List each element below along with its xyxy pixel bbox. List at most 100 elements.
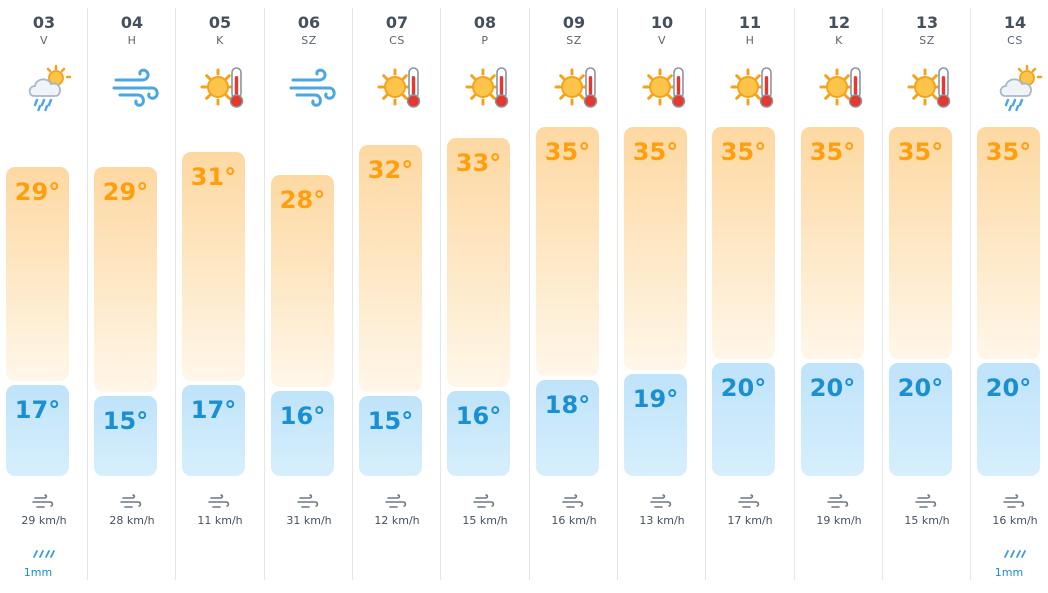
day-date: 03 — [32, 13, 56, 32]
high-temp-bar: 32° — [359, 145, 422, 392]
day-column[interactable]: 11 H 35° 20° 17 km/h — [705, 0, 794, 580]
column-divider — [705, 8, 706, 580]
high-temp-bar: 35° — [624, 127, 687, 370]
low-temp-bar: 16° — [447, 391, 510, 476]
day-column[interactable]: 08 P 33° 16° 15 km/h — [440, 0, 529, 580]
day-of-week: SZ — [919, 34, 935, 47]
column-divider — [529, 8, 530, 580]
wind-icon — [120, 494, 144, 510]
high-temp-bar: 35° — [712, 127, 775, 359]
column-divider — [175, 8, 176, 580]
day-column[interactable]: 12 K 35° 20° 19 km/h — [794, 0, 883, 580]
day-column[interactable]: 09 SZ 35° 18° 16 km/h — [529, 0, 618, 580]
wind-icon — [1003, 494, 1027, 510]
wind-speed: 17 km/h — [727, 514, 773, 527]
high-temp-bar: 35° — [977, 127, 1040, 359]
high-temp-bar: 35° — [536, 127, 599, 376]
day-of-week: H — [745, 34, 755, 47]
low-temp: 17° — [190, 396, 237, 424]
column-divider — [440, 8, 441, 580]
wind-icon — [650, 494, 674, 510]
day-of-week: CS — [1007, 34, 1023, 47]
day-of-week: SZ — [301, 34, 317, 47]
high-temp: 35° — [632, 138, 679, 166]
high-temp: 35° — [897, 138, 944, 166]
high-temp: 32° — [367, 156, 414, 184]
day-date: 08 — [473, 13, 497, 32]
wind-icon — [562, 494, 586, 510]
wind-icon — [827, 494, 851, 510]
wind-icon — [297, 494, 321, 510]
low-temp-bar: 15° — [94, 396, 157, 476]
low-temp: 17° — [14, 396, 61, 424]
column-divider — [264, 8, 265, 580]
day-date: 12 — [827, 13, 851, 32]
wind-icon — [385, 494, 409, 510]
precipitation-amount: 1mm — [23, 566, 53, 579]
high-temp: 29° — [102, 178, 149, 206]
sun-thermometer-icon — [730, 64, 778, 112]
high-temp: 31° — [190, 163, 237, 191]
wind-speed: 13 km/h — [639, 514, 685, 527]
high-temp-bar: 29° — [94, 167, 157, 392]
day-column[interactable]: 05 K 31° 17° 11 km/h — [175, 0, 264, 580]
low-temp-bar: 20° — [801, 363, 864, 476]
day-column[interactable]: 14 CS 35° 20° 16 km/h 1mm — [970, 0, 1048, 580]
wind-icon — [738, 494, 762, 510]
column-divider — [87, 8, 88, 580]
column-divider — [352, 8, 353, 580]
day-column[interactable]: 10 V 35° 19° 13 km/h — [617, 0, 706, 580]
day-column[interactable]: 13 SZ 35° 20° 15 km/h — [882, 0, 971, 580]
day-of-week: V — [657, 34, 667, 47]
high-temp: 35° — [544, 138, 591, 166]
day-column[interactable]: 06 SZ 28° 16° 31 km/h — [264, 0, 353, 580]
low-temp: 20° — [897, 374, 944, 402]
high-temp: 35° — [720, 138, 767, 166]
wind-speed: 16 km/h — [551, 514, 597, 527]
rain-icon — [1004, 546, 1026, 558]
rain-cloud-sun-icon — [24, 64, 72, 112]
day-of-week: K — [835, 34, 843, 47]
rain-icon — [33, 546, 55, 558]
high-temp: 35° — [985, 138, 1032, 166]
day-column[interactable]: 04 H 29° 15° 28 km/h — [87, 0, 176, 580]
sun-thermometer-icon — [554, 64, 602, 112]
day-column[interactable]: 03 V 29° 17° 29 km/h 1mm — [0, 0, 88, 580]
column-divider — [970, 8, 971, 580]
low-temp: 20° — [809, 374, 856, 402]
wind-speed: 19 km/h — [816, 514, 862, 527]
high-temp: 33° — [455, 149, 502, 177]
day-date: 09 — [562, 13, 586, 32]
low-temp: 19° — [632, 385, 679, 413]
low-temp-bar: 15° — [359, 396, 422, 476]
low-temp: 15° — [367, 407, 414, 435]
low-temp: 16° — [455, 402, 502, 430]
wind-speed: 15 km/h — [904, 514, 950, 527]
wind-speed: 12 km/h — [374, 514, 420, 527]
wind-icon — [289, 64, 337, 112]
column-divider — [794, 8, 795, 580]
high-temp-bar: 33° — [447, 138, 510, 387]
high-temp-bar: 31° — [182, 152, 245, 381]
low-temp: 20° — [985, 374, 1032, 402]
high-temp-bar: 28° — [271, 175, 334, 387]
day-date: 10 — [650, 13, 674, 32]
high-temp-bar: 35° — [801, 127, 864, 359]
day-of-week: CS — [389, 34, 405, 47]
day-date: 07 — [385, 13, 409, 32]
low-temp: 20° — [720, 374, 767, 402]
day-of-week: P — [481, 34, 489, 47]
high-temp: 29° — [14, 178, 61, 206]
day-of-week: V — [39, 34, 49, 47]
day-date: 11 — [738, 13, 762, 32]
column-divider — [882, 8, 883, 580]
day-date: 14 — [1003, 13, 1027, 32]
day-date: 05 — [208, 13, 232, 32]
day-date: 13 — [915, 13, 939, 32]
low-temp-bar: 20° — [712, 363, 775, 476]
low-temp-bar: 20° — [977, 363, 1040, 476]
sun-thermometer-icon — [642, 64, 690, 112]
day-column[interactable]: 07 CS 32° 15° 12 km/h — [352, 0, 441, 580]
column-divider — [617, 8, 618, 580]
